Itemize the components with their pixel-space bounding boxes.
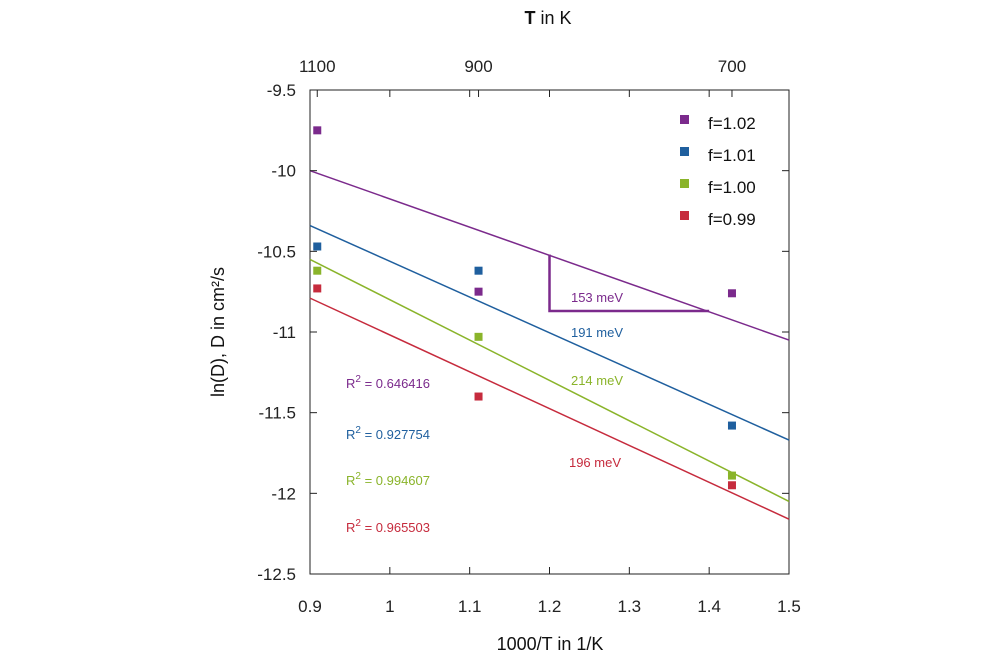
top-tick-label: 700 bbox=[718, 57, 746, 76]
r2-superscript: 2 bbox=[355, 471, 361, 482]
r2-symbol: R bbox=[346, 427, 355, 442]
slope-label-f=0.99: 196 meV bbox=[569, 455, 621, 470]
y-axis-title: ln(D), D in cm²/s bbox=[208, 267, 228, 397]
r2-symbol: R bbox=[346, 376, 355, 391]
x-tick-label: 1.3 bbox=[618, 597, 642, 616]
data-point-f=1.02 bbox=[474, 287, 483, 296]
slope-label-f=1.00: 214 meV bbox=[571, 373, 623, 388]
data-point-f=1.01 bbox=[727, 421, 736, 430]
x-tick-label: 1.2 bbox=[538, 597, 562, 616]
r2-label-f=1.00: R2 = 0.994607 bbox=[346, 471, 430, 488]
top-tick-label: 900 bbox=[464, 57, 492, 76]
y-tick-label: -10 bbox=[271, 162, 296, 181]
slope-triangle bbox=[548, 254, 710, 313]
data-point-f=0.99 bbox=[474, 392, 483, 401]
y-tick-label: -12.5 bbox=[257, 565, 296, 584]
data-point-f=1.02 bbox=[727, 289, 736, 298]
x-tick-label: 1.4 bbox=[697, 597, 721, 616]
legend-marker-f=1.00 bbox=[680, 179, 689, 188]
x-tick-label: 1.1 bbox=[458, 597, 482, 616]
r2-superscript: 2 bbox=[355, 425, 361, 436]
slope-label-f=1.02: 153 meV bbox=[571, 290, 623, 305]
data-point-f=1.02 bbox=[313, 126, 322, 135]
r2-label-f=1.01: R2 = 0.927754 bbox=[346, 425, 430, 442]
r2-symbol: R bbox=[346, 473, 355, 488]
legend-marker-f=1.02 bbox=[680, 115, 689, 124]
y-tick-label: -11.5 bbox=[259, 404, 297, 423]
r2-value: = 0.965503 bbox=[361, 520, 430, 535]
top-axis-title-unit: in K bbox=[535, 8, 571, 28]
r2-superscript: 2 bbox=[355, 374, 361, 385]
y-tick-label: -12 bbox=[271, 484, 296, 503]
r2-label-f=0.99: R2 = 0.965503 bbox=[346, 518, 430, 535]
y-tick-label: -10.5 bbox=[257, 242, 296, 261]
x-axis-title: 1000/T in 1/K bbox=[497, 634, 604, 654]
legend-label-f=0.99: f=0.99 bbox=[708, 210, 756, 229]
x-tick-label: 1.5 bbox=[777, 597, 801, 616]
r2-superscript: 2 bbox=[355, 518, 361, 529]
legend-marker-f=0.99 bbox=[680, 211, 689, 220]
y-tick-label: -9.5 bbox=[267, 81, 296, 100]
top-tick-label: 1100 bbox=[299, 57, 336, 76]
top-axis-title: T in K bbox=[524, 8, 571, 28]
legend-label-f=1.02: f=1.02 bbox=[708, 114, 756, 133]
fit-line-f=0.99 bbox=[309, 297, 790, 520]
fit-line-f=1.01 bbox=[309, 224, 790, 441]
x-tick-label: 0.9 bbox=[298, 597, 322, 616]
r2-value: = 0.646416 bbox=[361, 376, 430, 391]
data-point-f=1.01 bbox=[313, 242, 322, 251]
r2-label-f=1.02: R2 = 0.646416 bbox=[346, 374, 430, 391]
r2-value: = 0.994607 bbox=[361, 473, 430, 488]
r2-symbol: R bbox=[346, 520, 355, 535]
data-point-f=0.99 bbox=[313, 284, 322, 293]
fit-line-f=1.00 bbox=[309, 258, 790, 503]
slope-label-f=1.01: 191 meV bbox=[571, 325, 623, 340]
data-point-f=1.00 bbox=[474, 332, 483, 341]
legend-label-f=1.01: f=1.01 bbox=[708, 146, 756, 165]
r2-value: = 0.927754 bbox=[361, 427, 430, 442]
y-tick-label: -11 bbox=[273, 323, 296, 342]
legend-marker-f=1.01 bbox=[680, 147, 689, 156]
legend-label-f=1.00: f=1.00 bbox=[708, 178, 756, 197]
top-axis-title-symbol: T bbox=[524, 8, 535, 28]
data-point-f=1.00 bbox=[313, 266, 322, 275]
data-point-f=1.01 bbox=[474, 266, 483, 275]
x-tick-label: 1 bbox=[385, 597, 394, 616]
data-point-f=0.99 bbox=[727, 481, 736, 490]
data-point-f=1.00 bbox=[727, 471, 736, 480]
